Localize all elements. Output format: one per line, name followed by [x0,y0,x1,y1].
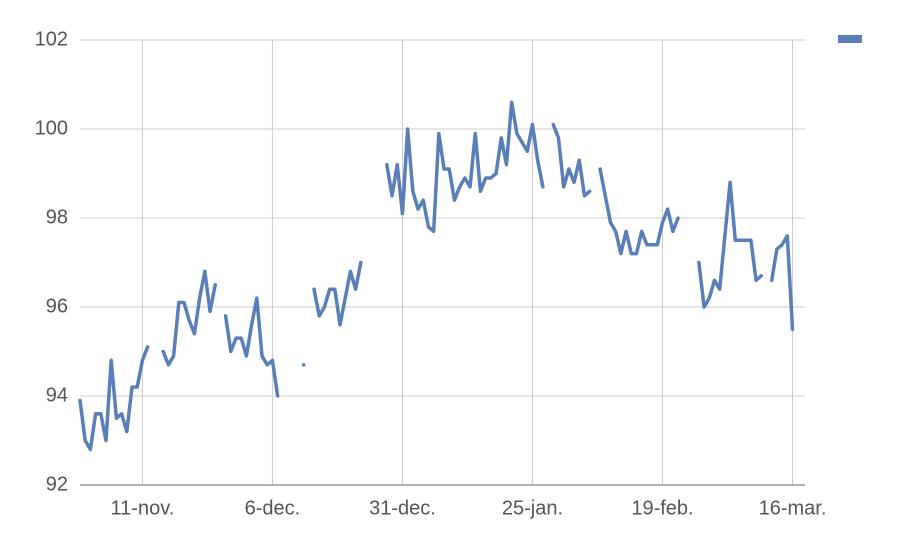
x-tick-label: 11-nov. [111,497,175,519]
x-tick-label: 25-jan. [502,497,563,519]
y-tick-label: 102 [35,28,68,50]
y-tick-label: 100 [35,117,68,139]
y-tick-label: 92 [46,473,68,495]
legend-swatch [838,35,862,43]
x-tick-label: 19-feb. [631,497,693,519]
y-tick-label: 96 [46,295,68,317]
line-series [78,100,795,452]
x-tick-label: 16-mar. [759,497,827,519]
y-tick-label: 98 [46,206,68,228]
x-tick-label: 31-dec. [369,497,436,519]
x-tick-label: 6-dec. [245,497,301,519]
y-tick-label: 94 [46,384,68,406]
